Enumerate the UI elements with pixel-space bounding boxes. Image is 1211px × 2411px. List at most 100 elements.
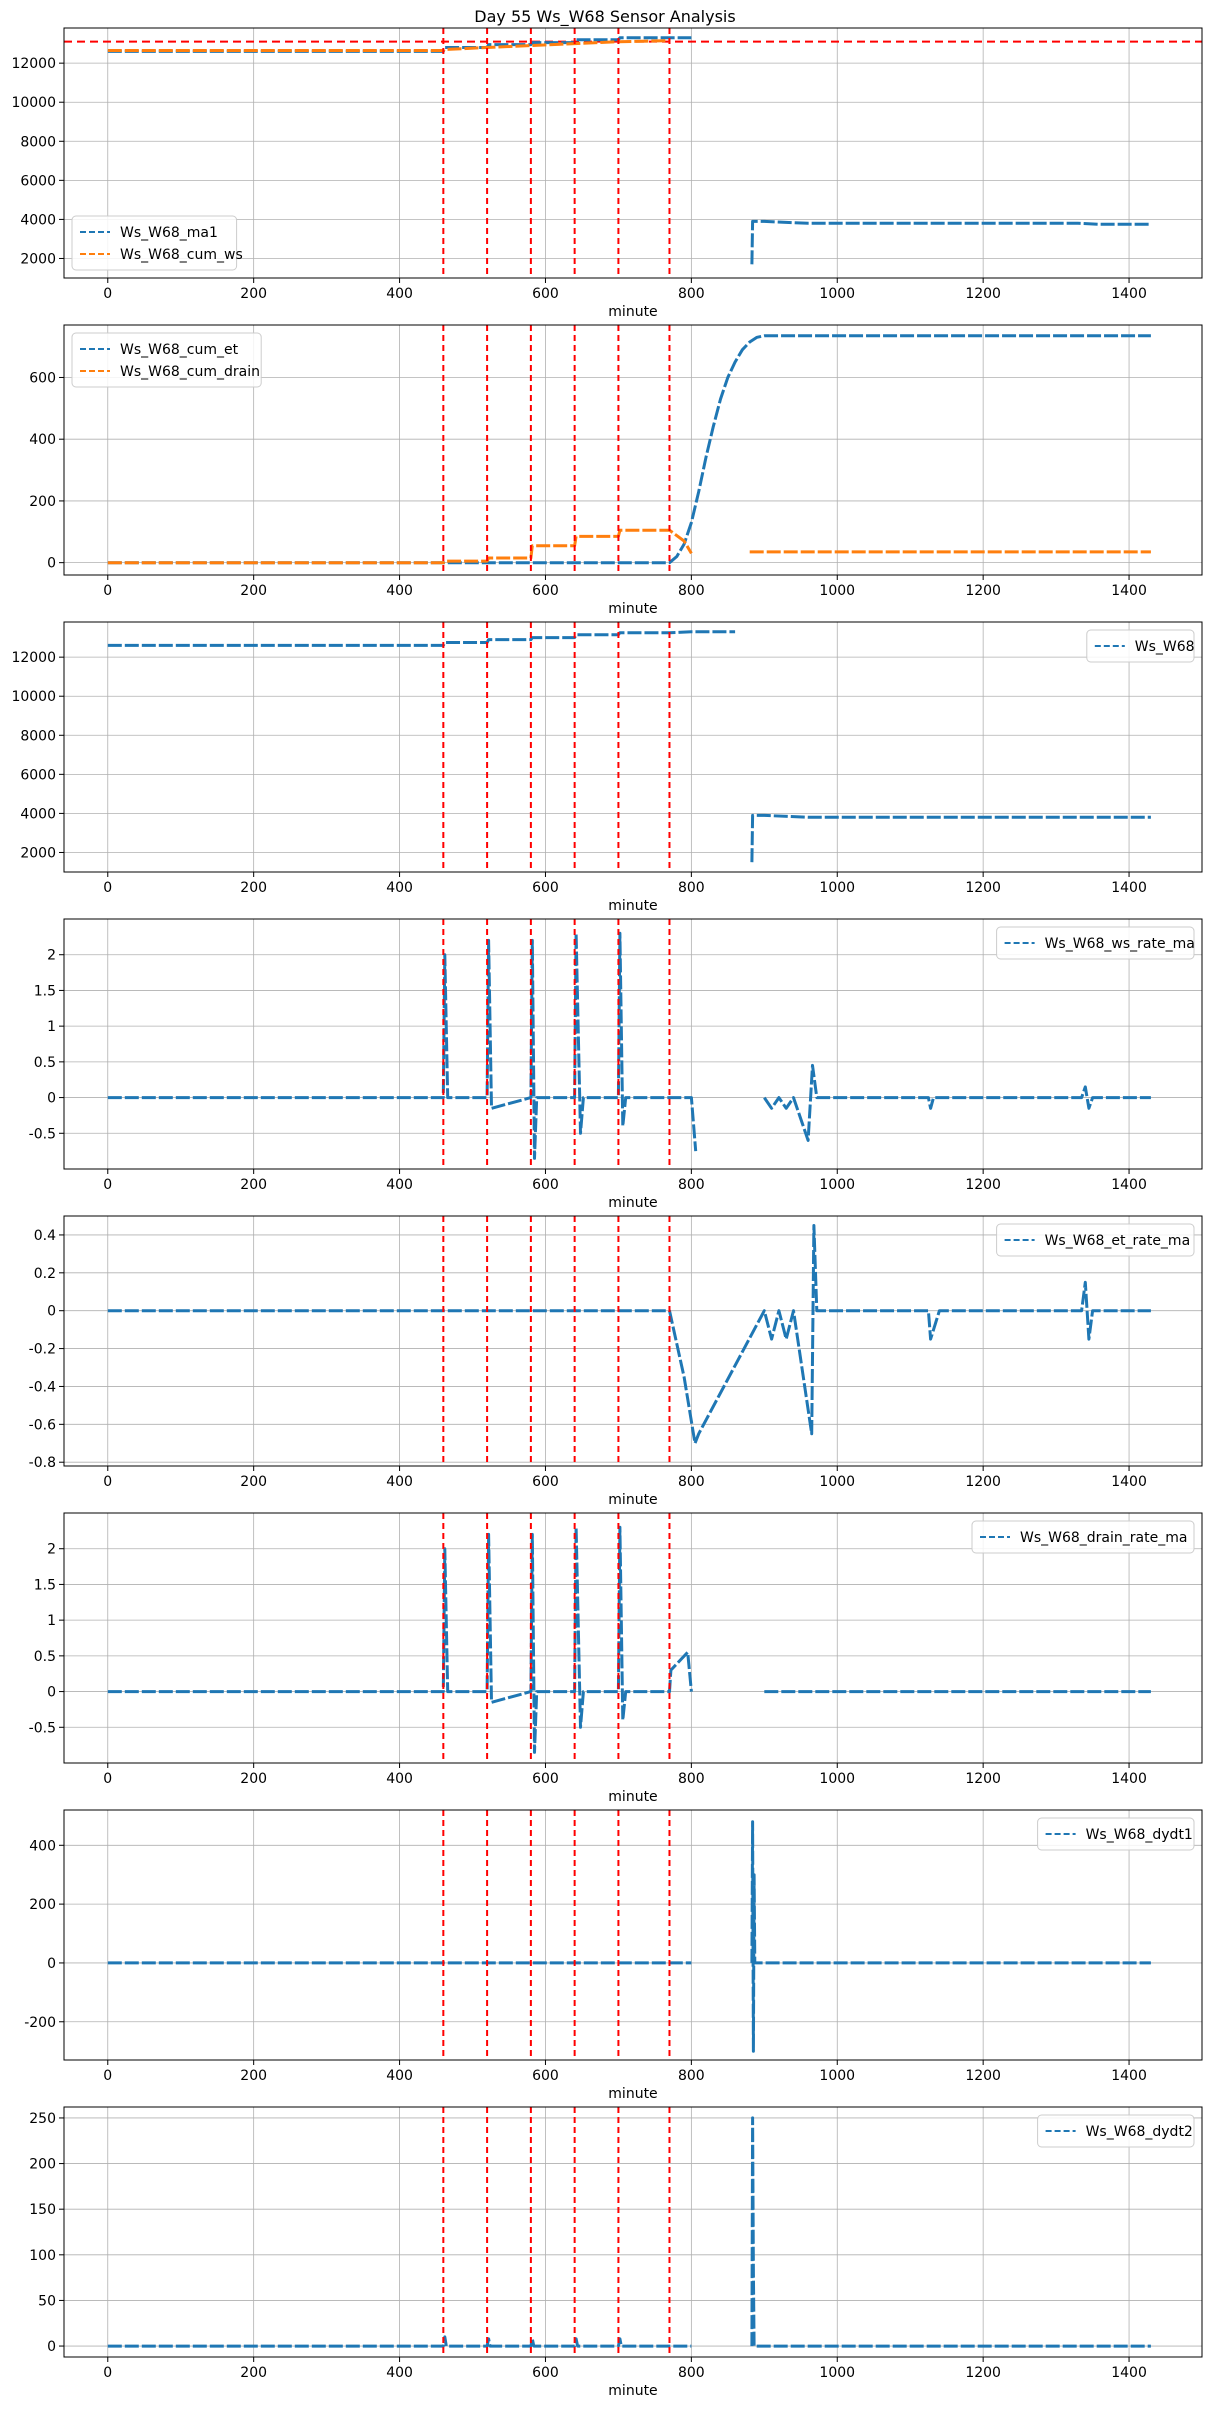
legend-label: Ws_W68_cum_drain <box>120 364 260 380</box>
x-tick-label: 600 <box>532 880 559 896</box>
x-tick-label: 0 <box>103 1771 112 1787</box>
x-tick-label: 1200 <box>965 1474 1001 1490</box>
x-tick-label: 1200 <box>965 1771 1001 1787</box>
x-tick-label: 200 <box>240 1177 267 1193</box>
x-tick-label: 1000 <box>819 1771 855 1787</box>
y-tick-label: -0.2 <box>29 1342 56 1358</box>
y-tick-label: 2000 <box>20 251 56 267</box>
y-tick-label: 0.5 <box>34 1055 56 1071</box>
x-tick-label: 1400 <box>1111 286 1147 302</box>
series-line-Ws_W68_et_rate_ma <box>107 1224 1151 1445</box>
y-tick-label: 0 <box>47 1956 56 1972</box>
y-tick-label: 10000 <box>11 95 56 111</box>
x-tick-label: 800 <box>678 1771 705 1787</box>
x-tick-label: 1400 <box>1111 2365 1147 2381</box>
x-tick-label: 800 <box>678 286 705 302</box>
x-tick-label: 600 <box>532 2068 559 2084</box>
y-tick-label: 4000 <box>20 212 56 228</box>
chart-3: 0 200 400 600 800 1000 1200 1400 2000 4000 6000 800… <box>11 621 1203 914</box>
x-axis-label: minute <box>608 304 657 320</box>
x-tick-label: 1400 <box>1111 2068 1147 2084</box>
x-tick-label: 600 <box>532 583 559 599</box>
y-tick-label: 200 <box>29 494 56 510</box>
legend: Ws_W68_ws_rate_ma <box>996 926 1195 960</box>
x-axis-label: minute <box>608 898 657 914</box>
x-tick-label: 600 <box>532 1177 559 1193</box>
legend-box <box>996 1223 1195 1257</box>
x-tick-label: 0 <box>103 286 112 302</box>
x-tick-label: 200 <box>240 583 267 599</box>
x-axis-label: minute <box>608 2086 657 2102</box>
y-tick-label: 2000 <box>20 845 56 861</box>
legend-label: Ws_W68_cum_et <box>120 342 239 358</box>
axes-frame <box>63 1215 1203 1467</box>
x-axis-label: minute <box>608 1492 657 1508</box>
x-axis-label: minute <box>608 1789 657 1805</box>
y-tick-label: 400 <box>29 1838 56 1854</box>
legend-box <box>1037 1817 1195 1851</box>
x-tick-label: 400 <box>386 2365 413 2381</box>
legend: Ws_W68_cum_et Ws_W68_cum_drain <box>71 332 262 388</box>
legend: Ws_W68_et_rate_ma <box>996 1223 1195 1257</box>
y-tick-label: 8000 <box>20 134 56 150</box>
x-tick-label: 1000 <box>819 1474 855 1490</box>
series-line-Ws_W68_ws_rate_ma <box>107 931 1151 1160</box>
x-tick-label: 400 <box>386 2068 413 2084</box>
x-tick-label: 0 <box>103 2068 112 2084</box>
y-tick-label: -0.6 <box>29 1417 56 1433</box>
x-tick-label: 800 <box>678 1474 705 1490</box>
series-line-Ws_W68_cum_ws <box>107 39 670 52</box>
series-line-Ws_W68_ma1 <box>107 36 1151 265</box>
chart-7: 0 200 400 600 800 1000 1200 1400 -200 0 200 400 minu… <box>24 1809 1203 2102</box>
legend-box <box>996 926 1195 960</box>
y-tick-label: 200 <box>29 1897 56 1913</box>
y-tick-label: 1.5 <box>34 1577 56 1593</box>
x-tick-label: 400 <box>386 1771 413 1787</box>
y-tick-label: 0.4 <box>34 1228 56 1244</box>
x-tick-label: 1000 <box>819 2365 855 2381</box>
legend-box <box>71 332 262 388</box>
legend: Ws_W68_ma1 Ws_W68_cum_ws <box>71 215 243 271</box>
legend-box <box>71 215 238 271</box>
axes-frame <box>63 918 1203 1170</box>
x-tick-label: 800 <box>678 2068 705 2084</box>
legend-label: Ws_W68_cum_ws <box>120 247 243 263</box>
axes-frame <box>63 27 1203 279</box>
y-tick-label: -0.8 <box>29 1455 56 1471</box>
legend-label: Ws_W68_ma1 <box>120 225 218 241</box>
x-tick-label: 800 <box>678 2365 705 2381</box>
y-tick-label: 600 <box>29 370 56 386</box>
legend-label: Ws_W68_dydt2 <box>1086 2124 1193 2140</box>
x-tick-label: 1400 <box>1111 1474 1147 1490</box>
y-tick-label: 0 <box>47 1304 56 1320</box>
x-tick-label: 1200 <box>965 1177 1001 1193</box>
figure-title: Day 55 Ws_W68 Sensor Analysis <box>474 7 735 27</box>
series-line-Ws_W68_dydt2 <box>107 2116 1151 2348</box>
y-tick-label: 1.5 <box>34 983 56 999</box>
x-tick-label: 1200 <box>965 880 1001 896</box>
x-tick-label: 1200 <box>965 583 1001 599</box>
chart-4: 0 200 400 600 800 1000 1200 1400 -0.5 0 0.5 1 1.5 2 mi… <box>29 918 1203 1211</box>
legend-box <box>1086 629 1195 663</box>
x-tick-label: 200 <box>240 286 267 302</box>
x-tick-label: 0 <box>103 880 112 896</box>
axes-frame <box>63 2106 1203 2358</box>
y-tick-label: 0 <box>47 1685 56 1701</box>
legend-label: Ws_W68_ws_rate_ma <box>1045 936 1195 952</box>
y-tick-label: 12000 <box>11 56 56 72</box>
chart-8: 0 200 400 600 800 1000 1200 1400 0 50 100 150 200 250… <box>29 2106 1203 2399</box>
series-line-Ws_W68_cum_et <box>107 334 1151 565</box>
x-tick-label: 600 <box>532 1771 559 1787</box>
legend: Ws_W68_drain_rate_ma <box>971 1520 1195 1554</box>
axes-frame <box>63 1809 1203 2061</box>
x-tick-label: 400 <box>386 583 413 599</box>
x-tick-label: 0 <box>103 583 112 599</box>
y-tick-label: 6000 <box>20 767 56 783</box>
y-tick-label: 250 <box>29 2111 56 2127</box>
legend-box <box>971 1520 1195 1554</box>
legend-label: Ws_W68 <box>1135 639 1195 655</box>
x-axis-label: minute <box>608 601 657 617</box>
y-tick-label: 1 <box>47 1019 56 1035</box>
chart-2: 0 200 400 600 800 1000 1200 1400 0 200 400 600 minut… <box>29 324 1203 617</box>
